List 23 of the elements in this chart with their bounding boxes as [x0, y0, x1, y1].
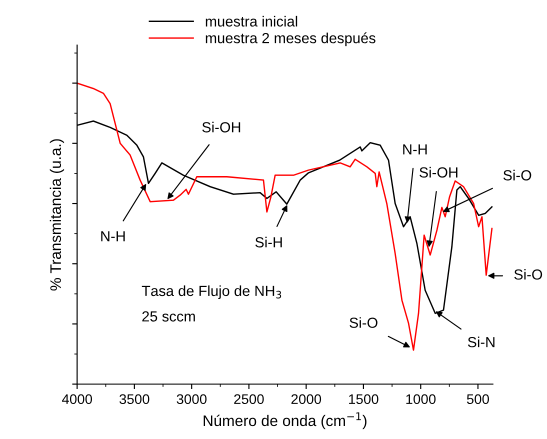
annotation: N-H	[101, 231, 125, 242]
x-tick-label: 500	[466, 394, 490, 404]
annotation: Si-OH	[420, 166, 458, 178]
legend-label: muestra inicial	[206, 16, 298, 27]
annotation: Si-N	[468, 336, 494, 348]
annotation: 25 sccm	[142, 311, 195, 322]
annotation: Si-H	[255, 236, 282, 248]
annotation: N-H	[403, 144, 427, 154]
y-axis-title: % Transmitancia (u.a.)	[50, 139, 64, 291]
annotation: Si-O	[514, 268, 542, 280]
legend-label: muestra 2 meses después	[206, 32, 376, 46]
x-tick-label: 1000	[406, 394, 436, 404]
x-tick-label: 2000	[291, 394, 322, 404]
x-tick-label: 1500	[349, 394, 378, 404]
x-tick-label: 2500	[234, 394, 264, 404]
annotation: Si-OH	[202, 122, 240, 132]
x-tick-label: 3500	[119, 394, 150, 404]
annotation: Si-O	[350, 317, 378, 328]
x-axis-title: Número de onda (cm$^{−1}$)	[204, 412, 366, 430]
x-tick-label: 3000	[176, 394, 207, 404]
x-tick-label: 4000	[62, 394, 92, 404]
annotation: Si-O	[503, 170, 532, 180]
annotation: Tasa de Flujo de NH$_{3}$	[142, 285, 282, 299]
